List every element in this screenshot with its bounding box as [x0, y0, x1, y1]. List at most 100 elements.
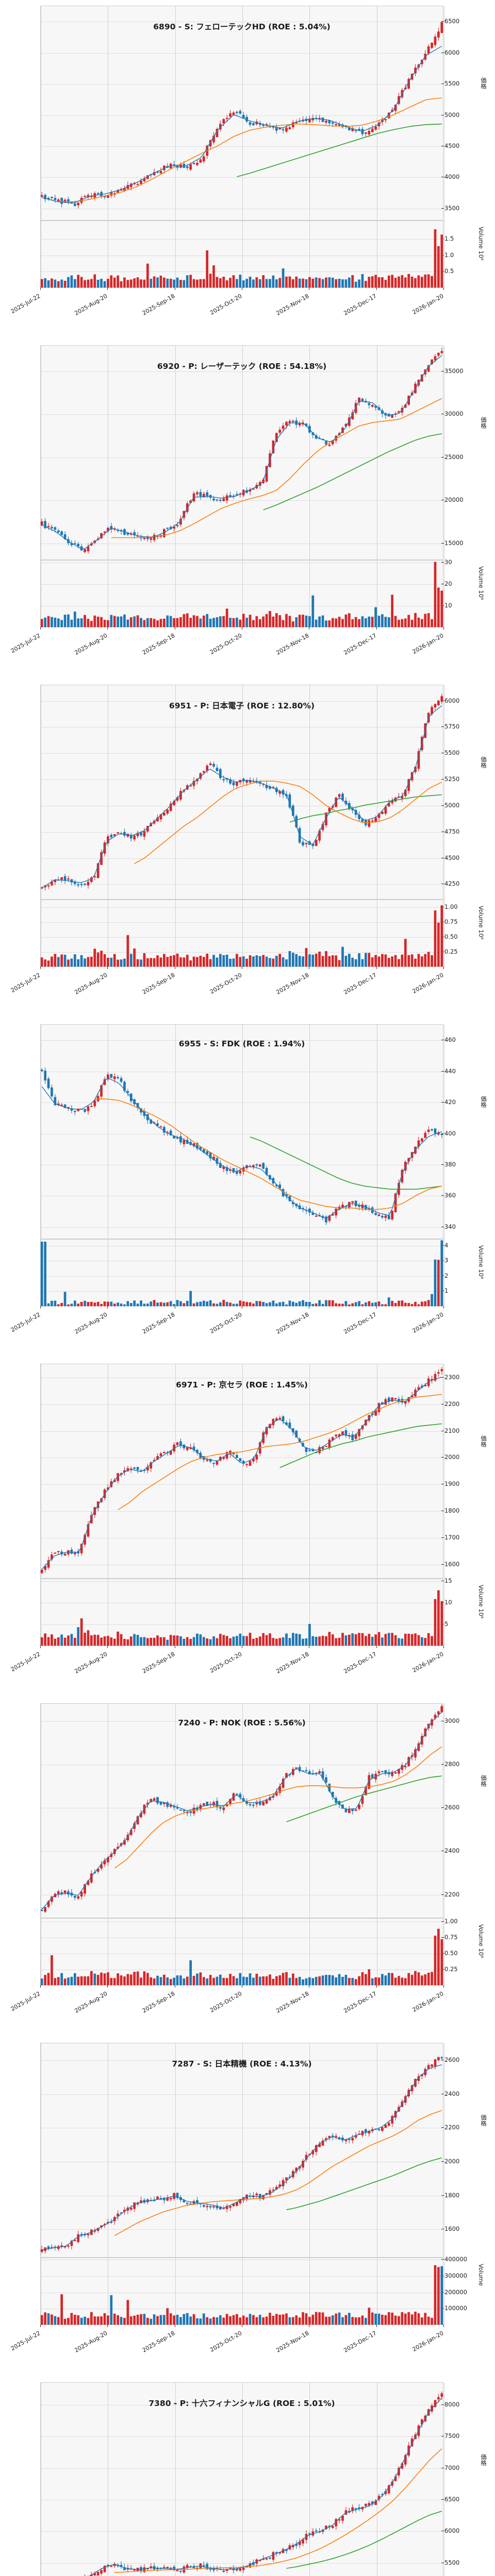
- gridline-vertical: [242, 1579, 243, 1646]
- x-axis-tick-label: 2026-Jan-20: [411, 2330, 445, 2353]
- chart-title: 7287 - S: 日本精機 (ROE : 4.13%): [172, 2059, 312, 2069]
- volume-axis-label: Volume 10⁶: [477, 566, 485, 600]
- y-axis-tick-label: 380: [441, 1160, 456, 1168]
- x-tick-mark: [40, 287, 41, 290]
- y-axis-tick-label: 8000: [441, 2400, 460, 2408]
- chart-title: 7240 - P: NOK (ROE : 5.56%): [178, 1718, 306, 1727]
- y-axis-tick-label: 5000: [441, 111, 460, 118]
- x-axis-tick-label: 2025-Dec-17: [342, 1311, 378, 1335]
- x-axis-tick-label: 2025-Aug-20: [73, 2330, 109, 2354]
- gridline-vertical: [175, 1579, 176, 1646]
- x-axis-tick-label: 2025-Aug-20: [73, 1651, 109, 1675]
- x-tick-mark: [443, 1306, 444, 1309]
- x-tick-mark: [443, 1985, 444, 1988]
- x-tick-mark: [376, 1646, 377, 1648]
- gridline-horizontal: [41, 239, 443, 240]
- gridline-horizontal: [41, 115, 443, 116]
- stock-chart-6951: 2025-Jul-22 2025-Aug-20 2025-Sep-18 2025-Oc…: [0, 679, 495, 1019]
- stock-chart-7380: 2025-Jul-222025-Aug-202025-Sep-182025-Oc…: [0, 2377, 495, 2576]
- price-panel: [40, 345, 444, 561]
- gridline-vertical: [309, 1919, 310, 1986]
- volume-panel: [40, 1579, 444, 1646]
- y-axis-tick-label: 1900: [441, 1480, 460, 1488]
- x-tick-mark: [40, 1306, 41, 1309]
- price-axis-label: 価格: [480, 2114, 487, 2126]
- volume-panel: [40, 1239, 444, 1307]
- gridline-vertical: [309, 346, 310, 561]
- x-axis-tick-label: 2025-Jul-22: [9, 972, 42, 994]
- gridline-vertical: [309, 685, 310, 900]
- y-axis-tick-label: 1800: [441, 2191, 460, 2199]
- volume-tick-label: 1.5: [441, 234, 454, 242]
- gridline-vertical: [242, 1704, 243, 1919]
- y-axis-tick-label: 440: [441, 1067, 456, 1075]
- gridline-horizontal: [41, 371, 443, 372]
- gridline-vertical: [175, 561, 176, 628]
- volume-tick-label: 0.5: [441, 267, 454, 275]
- gridline-horizontal: [41, 53, 443, 54]
- y-axis-tick-label: 7000: [441, 2464, 460, 2471]
- gridline-vertical: [242, 685, 243, 900]
- volume-tick-label: 200000: [441, 2288, 467, 2296]
- gridline-vertical: [242, 1240, 243, 1307]
- x-axis-tick-label: 2025-Sep-18: [141, 293, 176, 317]
- y-axis-tick-label: 2200: [441, 1890, 460, 1898]
- volume-panel: [40, 2258, 444, 2325]
- y-axis-tick-label: 4750: [441, 827, 460, 835]
- gridline-vertical: [175, 2043, 176, 2258]
- gridline-horizontal: [41, 779, 443, 781]
- x-tick-mark: [376, 1306, 377, 1309]
- gridline-horizontal: [41, 1624, 443, 1625]
- gridline-vertical: [175, 1240, 176, 1307]
- volume-tick-label: 0.25: [441, 1965, 458, 1973]
- gridline-vertical: [175, 6, 176, 221]
- gridline-horizontal: [41, 146, 443, 147]
- x-tick-mark: [107, 1306, 108, 1309]
- x-tick-mark: [443, 287, 444, 290]
- gridline-horizontal: [41, 2468, 443, 2469]
- gridline-horizontal: [41, 500, 443, 501]
- gridline-horizontal: [41, 753, 443, 754]
- x-tick-mark: [107, 287, 108, 290]
- gridline-vertical: [175, 2258, 176, 2325]
- gridline-vertical: [309, 1704, 310, 1919]
- gridline-vertical: [175, 221, 176, 288]
- y-axis-tick-label: 20000: [441, 496, 464, 504]
- gridline-horizontal: [41, 907, 443, 908]
- x-axis-tick-label: 2025-Nov-18: [275, 632, 310, 656]
- gridline-horizontal: [41, 1404, 443, 1405]
- y-axis-tick-label: 2600: [441, 2056, 460, 2063]
- gridline-vertical: [175, 346, 176, 561]
- y-axis-tick-label: 2300: [441, 1373, 460, 1381]
- y-axis-tick-label: 6000: [441, 2527, 460, 2535]
- x-tick-mark: [376, 1985, 377, 1988]
- gridline-horizontal: [41, 952, 443, 953]
- x-tick-mark: [107, 1646, 108, 1648]
- chart-title: 6890 - S: フェローテックHD (ROE : 5.04%): [153, 22, 331, 31]
- x-tick-mark: [107, 967, 108, 969]
- x-axis-tick-label: 2025-Nov-18: [275, 1651, 310, 1675]
- gridline-horizontal: [41, 1227, 443, 1228]
- y-axis-tick-label: 6500: [441, 2495, 460, 2503]
- y-axis-tick-label: 4500: [441, 854, 460, 861]
- gridline-vertical: [175, 685, 176, 900]
- volume-panel: [40, 1918, 444, 1986]
- gridline-vertical: [175, 1704, 176, 1919]
- x-axis-tick-label: 2026-Jan-20: [411, 1651, 445, 1674]
- x-axis-tick-label: 2025-Jul-22: [9, 1990, 42, 2013]
- stock-chart-7240: 2025-Jul-22 2025-Aug-20 2025-Sep-18 2025-Oc…: [0, 1698, 495, 2037]
- gridline-horizontal: [41, 2094, 443, 2095]
- gridline-horizontal: [41, 2563, 443, 2564]
- x-axis-tick-label: 2026-Jan-20: [411, 632, 445, 656]
- volume-tick-label: 0.75: [441, 918, 458, 925]
- volume-axis-label: Volume 10⁶: [477, 1245, 485, 1279]
- price-panel: [40, 6, 444, 221]
- x-axis-tick-label: 2025-Sep-18: [141, 1651, 176, 1675]
- y-axis-tick-label: 1700: [441, 1533, 460, 1541]
- volume-axis-label: Volume: [477, 2264, 485, 2286]
- y-axis-tick-label: 1600: [441, 1560, 460, 1568]
- stock-chart-6890: 2025-Jul-22 2025-Aug-20 2025-Sep-18 2025-Oc…: [0, 0, 495, 340]
- x-tick-mark: [40, 627, 41, 630]
- volume-tick-label: 10: [441, 1599, 452, 1606]
